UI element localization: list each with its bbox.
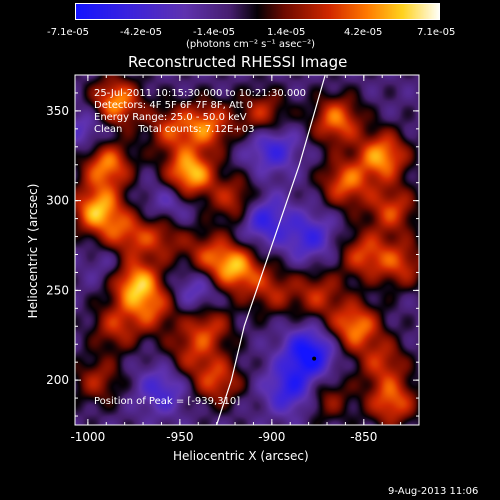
x-tick-label: -900 [258,430,285,444]
y-tick-label: 300 [46,194,69,208]
colorbar-tick-label: 7.1e-05 [417,27,456,38]
colorbar-unit-label: (photons cm⁻² s⁻¹ asec⁻²) [186,39,316,50]
y-tick-label: 200 [46,373,69,387]
colorbar-tick-label: -1.4e-05 [193,27,235,38]
info-line: Detectors: 4F 5F 6F 7F 8F, Att 0 [94,100,254,111]
x-tick-label: -1000 [70,430,105,444]
timestamp: 9-Aug-2013 11:06 [388,486,479,497]
x-axis: -1000 -950 -900 -850 [70,75,420,444]
solar-limb-line [216,74,326,426]
x-tick-label: -850 [350,430,377,444]
colorbar [75,3,440,20]
x-tick-label: -950 [166,430,193,444]
colorbar-tick-label: 4.2e-05 [344,27,383,38]
info-line: 25-Jul-2011 10:15:30.000 to 10:21:30.000 [94,88,306,99]
y-axis-label: Heliocentric Y (arcsec) [26,183,40,319]
y-axis: 200 250 300 350 [46,74,419,417]
y-tick-label: 250 [46,283,69,297]
peak-marker [312,356,317,361]
plot-frame [74,74,420,426]
colorbar-tick-label: -7.1e-05 [47,27,89,38]
info-line: Clean Total counts: 7.12E+03 [94,124,255,135]
x-axis-label: Heliocentric X (arcsec) [173,449,309,463]
colorbar-tick-label: 1.4e-05 [267,27,306,38]
info-line: Energy Range: 25.0 - 50.0 keV [94,112,247,123]
heatmap-image [75,75,419,425]
colorbar-tick-label: -4.2e-05 [120,27,162,38]
peak-position-label: Position of Peak = [-939,310] [94,396,241,407]
chart-title: Reconstructed RHESSI Image [128,53,348,71]
y-tick-label: 350 [46,104,69,118]
